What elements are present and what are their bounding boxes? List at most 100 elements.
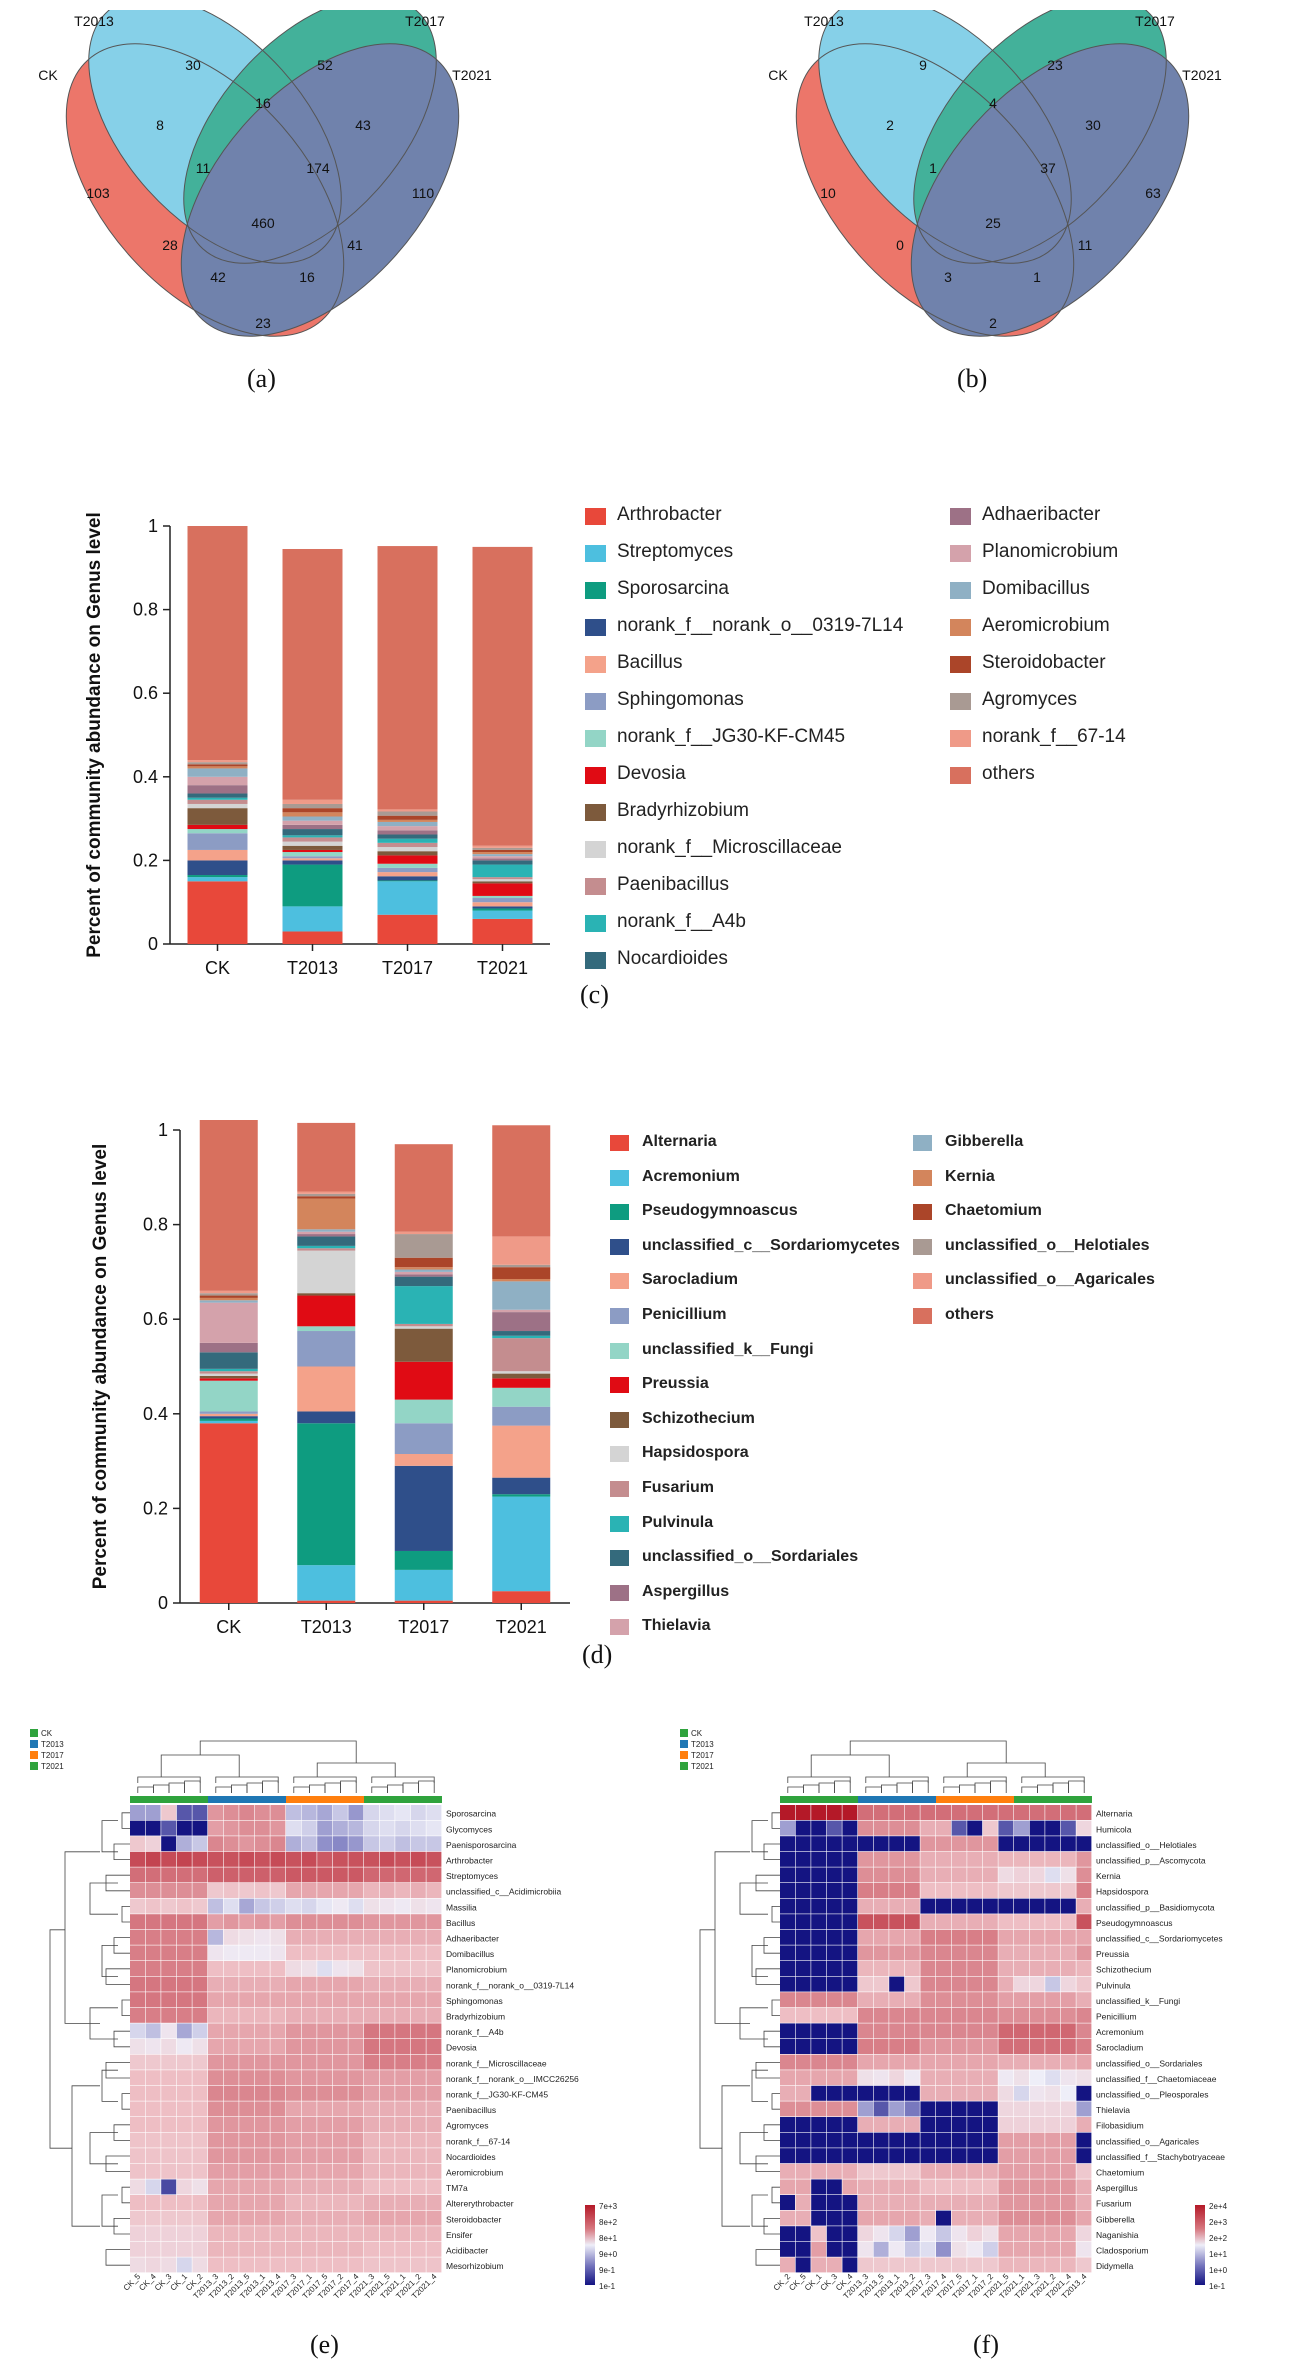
heatmap-cell (780, 2054, 795, 2070)
bar-segment (492, 1371, 551, 1374)
bar-segment (187, 808, 248, 825)
heatmap-cell (1076, 2054, 1092, 2070)
bar-segment (472, 546, 533, 846)
heatmap-cell (982, 2132, 998, 2148)
heatmap-cell (1060, 2023, 1076, 2039)
bar-segment (187, 764, 248, 767)
heatmap-cell (1076, 2085, 1092, 2101)
heatmap-cell (967, 2195, 983, 2210)
bar-segment (187, 833, 248, 850)
bar-segment (282, 860, 343, 865)
column-dendrogram (787, 1740, 1085, 1793)
heatmap-cell (161, 2085, 177, 2101)
heatmap-cell (1014, 2132, 1029, 2148)
heatmap-cell (239, 2070, 255, 2086)
heatmap-cell (904, 2023, 920, 2039)
heatmap-cell (1045, 1992, 1061, 2008)
heatmap-cell (1029, 2241, 1045, 2257)
heatmap-cell (379, 1851, 395, 1867)
heatmap-cell (873, 2101, 889, 2117)
heatmap-cell (920, 2226, 936, 2242)
heatmap-cell (176, 1914, 192, 1930)
heatmap-cell (1076, 1914, 1092, 1930)
heatmap-cell (301, 2195, 317, 2210)
heatmap-cell (332, 1992, 348, 2008)
heatmap-cell (364, 2148, 379, 2164)
heatmap-cell (426, 2007, 442, 2023)
heatmap-cell (982, 2117, 998, 2132)
heatmap-e: CKT2013T2017T2021SporosarcinaGlycomycesP… (30, 1729, 618, 2301)
heatmap-cell (208, 1883, 223, 1898)
heatmap-cell (826, 1836, 842, 1852)
bar-segment (297, 1411, 356, 1424)
group-legend-swatch (30, 1740, 38, 1748)
bar-segment (282, 808, 343, 813)
heatmap-cell (426, 2054, 442, 2070)
legend-label: norank_f__JG30-KF-CM45 (617, 726, 846, 747)
legend-swatch (585, 878, 606, 895)
heatmap-cell (982, 2241, 998, 2257)
heatmap-cell (379, 2241, 395, 2257)
heatmap-cell (395, 2007, 411, 2023)
bar-segment (472, 858, 533, 861)
heatmap-cell (379, 2085, 395, 2101)
heatmap-row-label: Agromyces (446, 2121, 489, 2131)
bar-segment (492, 1373, 551, 1379)
heatmap-cell (208, 2039, 223, 2054)
heatmap-cell (176, 2101, 192, 2117)
heatmap-cell (348, 2163, 364, 2179)
venn-a: CK T2013 T2017 T2021 103 30 52 110 8 16 … (38, 10, 492, 337)
bar-segment (297, 1331, 356, 1367)
heatmap-cell (1014, 2163, 1029, 2179)
heatmap-cell (348, 2179, 364, 2195)
heatmap-cell (208, 2132, 223, 2148)
heatmap-cell (254, 1867, 270, 1883)
heatmap-cell (379, 2257, 395, 2273)
heatmap-cell (795, 1992, 811, 2008)
heatmap-cell (301, 2241, 317, 2257)
heatmap-cell (176, 2039, 192, 2054)
y-tick-label: 1 (158, 1120, 168, 1140)
bar-segment (187, 760, 248, 763)
group-legend-label: T2017 (41, 1751, 64, 1760)
heatmap-cell (967, 1961, 983, 1976)
heatmap-cell (1029, 2148, 1045, 2164)
heatmap-cell (239, 1929, 255, 1945)
color-scale-label: 2e+2 (1209, 2234, 1228, 2243)
heatmap-cell (920, 2210, 936, 2226)
heatmap-cell (286, 2148, 301, 2164)
heatmap-cell (223, 1914, 239, 1930)
bar-segment (492, 1309, 551, 1313)
heatmap-cell (301, 1961, 317, 1976)
caption-f: (f) (973, 2330, 999, 2359)
heatmap-cell (998, 1836, 1014, 1852)
bar-segment (187, 849, 248, 861)
venn-b-label-t2013: T2013 (804, 13, 844, 29)
bar-segment (472, 918, 533, 944)
heatmap-cell (208, 2163, 223, 2179)
bar-segment (394, 1550, 453, 1570)
heatmap-cell (998, 2241, 1014, 2257)
heatmap-cell (1076, 1851, 1092, 1867)
bar-segment (377, 821, 438, 827)
heatmap-cell (130, 2023, 145, 2039)
heatmap-cell (904, 1883, 920, 1898)
heatmap-cell (780, 1851, 795, 1867)
heatmap-cell (379, 2179, 395, 2195)
heatmap-row-label: unclassified_o__Sordariales (1096, 2058, 1202, 2068)
heatmap-cell (1045, 1976, 1061, 1992)
heatmap-cell (873, 1805, 889, 1820)
heatmap-cell (904, 1805, 920, 1820)
heatmap-cell (780, 2179, 795, 2195)
heatmap-cell (780, 1945, 795, 1961)
x-tick-label: T2013 (287, 958, 338, 978)
heatmap-cell (286, 1820, 301, 1836)
bar-segment (394, 1234, 453, 1258)
color-scale-bar (585, 2205, 595, 2285)
heatmap-cell (130, 1976, 145, 1992)
heatmap-cell (395, 1929, 411, 1945)
heatmap-cell (811, 1805, 827, 1820)
bar-segment (492, 1281, 551, 1310)
heatmap-cell (811, 1883, 827, 1898)
heatmap-cell (1029, 1914, 1045, 1930)
